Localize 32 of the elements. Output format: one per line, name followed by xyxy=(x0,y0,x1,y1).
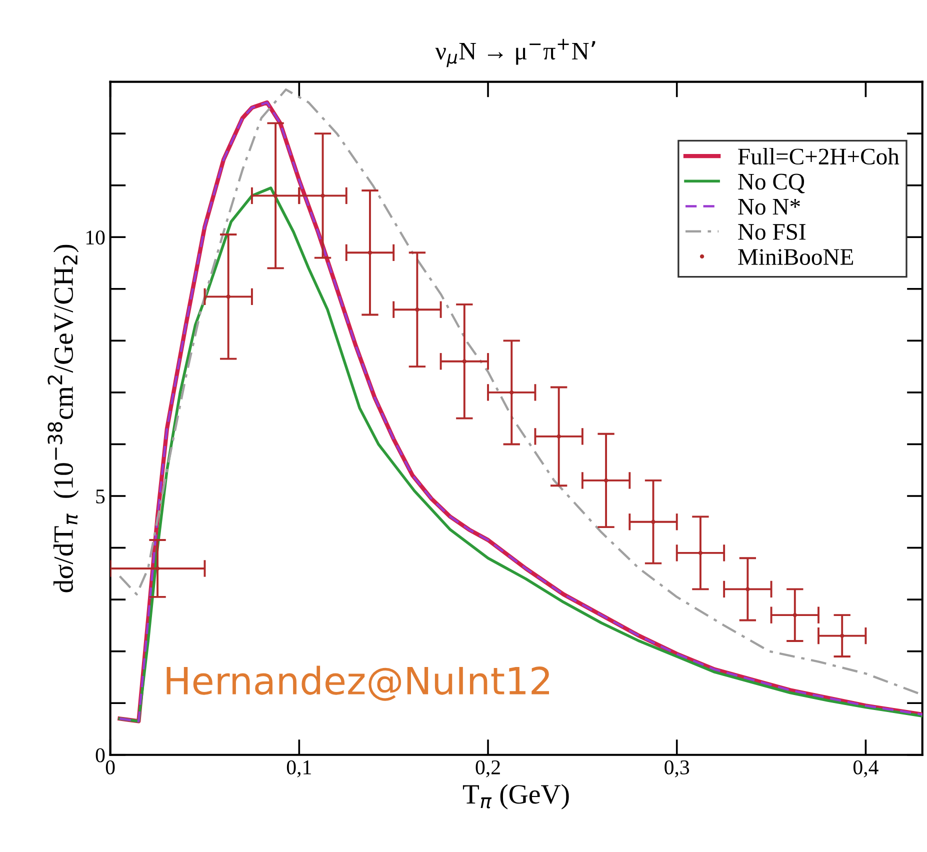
point xyxy=(792,612,797,618)
legend-label: Full=C+2H+Coh xyxy=(738,148,900,165)
point xyxy=(320,194,325,198)
y-tick-label: 0 xyxy=(96,748,105,762)
x-tick-label: 0,1 xyxy=(286,760,311,778)
x-tick-label: 0,3 xyxy=(664,760,690,778)
legend-label: MiniBooNE xyxy=(738,249,854,265)
point xyxy=(462,359,466,364)
point xyxy=(510,390,514,395)
annotation: Hernandez@NuInt12 xyxy=(166,666,550,701)
x-axis-title: T$_{π}$ (GeV) xyxy=(462,784,569,810)
point xyxy=(155,566,160,571)
x-tick-label: 0,2 xyxy=(476,760,500,778)
text: dσ/dT$_{π}$ (10$^{−38}$cm$^{2}$/GeV/CH$_{2}$) xyxy=(48,244,79,592)
point xyxy=(556,434,561,439)
legend-label: No N* xyxy=(738,199,800,215)
point xyxy=(273,194,278,198)
y-tick-label: 10 xyxy=(86,230,105,245)
point xyxy=(651,520,656,524)
chart-title: ν$_{μ}$N → μ$^{−}$π$^{+}$N’ xyxy=(435,38,596,68)
point xyxy=(368,250,372,255)
point xyxy=(840,634,844,638)
point xyxy=(604,478,608,483)
point xyxy=(226,294,230,299)
legend-label: No CQ xyxy=(738,174,805,194)
point xyxy=(415,308,420,312)
x-tick-label: 0,4 xyxy=(853,760,878,778)
point xyxy=(746,587,750,592)
legend-label: No FSI xyxy=(738,224,806,240)
y-tick-label: 5 xyxy=(96,490,105,504)
point xyxy=(698,550,703,556)
x-tick-label: 0 xyxy=(106,760,115,774)
